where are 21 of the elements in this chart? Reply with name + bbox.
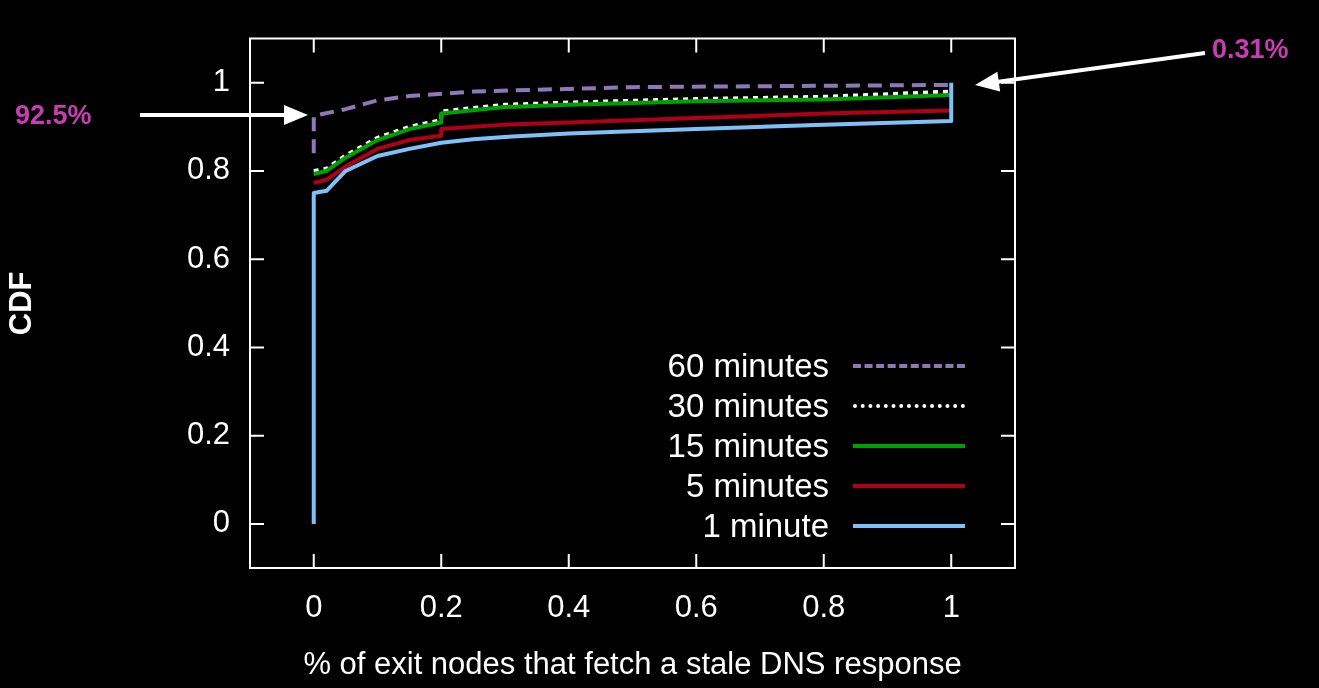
legend-label: 30 minutes [667, 387, 829, 425]
y-tick-label: 0 [212, 504, 230, 540]
x-tick-label: 0.4 [547, 589, 591, 625]
y-tick-label: 0.2 [186, 416, 230, 452]
legend-label: 15 minutes [667, 427, 829, 465]
y-tick-label: 1 [212, 63, 230, 99]
x-axis-title: % of exit nodes that fetch a stale DNS response [303, 645, 962, 681]
text: 92.5% [15, 100, 92, 131]
x-tick-label: 0.6 [674, 589, 718, 625]
x-tick-label: 0 [305, 589, 323, 625]
legend-label: 60 minutes [667, 347, 829, 385]
x-tick-label: 0.2 [419, 589, 463, 625]
text: 0.31% [1212, 34, 1289, 65]
legend-label: 5 minutes [685, 467, 829, 505]
y-tick-label: 0.4 [186, 327, 230, 363]
y-axis-title: CDF [3, 271, 39, 336]
x-tick-label: 1 [942, 589, 960, 625]
legend-label: 1 minute [702, 507, 829, 545]
y-tick-label: 0.6 [186, 239, 230, 275]
y-tick-label: 0.8 [186, 151, 230, 187]
x-tick-label: 0.8 [802, 589, 846, 625]
